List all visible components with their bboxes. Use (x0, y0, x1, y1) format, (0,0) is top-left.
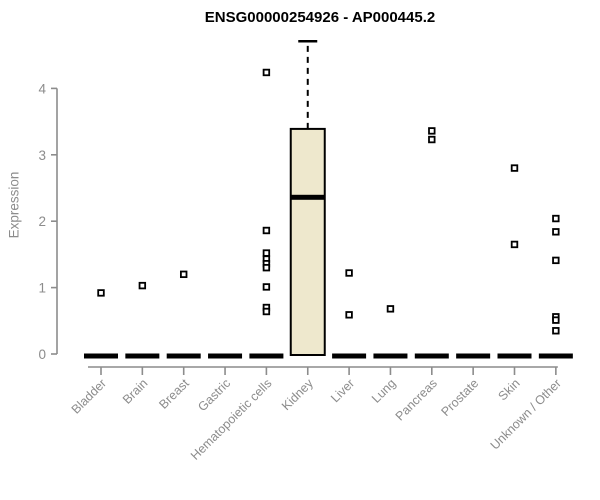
x-tick-label: Liver (328, 376, 357, 405)
x-tick-label: Hematopoietic cells (188, 376, 275, 463)
outlier-point (97, 289, 105, 297)
collapsed-box (497, 353, 532, 359)
x-tick-label: Kidney (279, 376, 316, 413)
collapsed-box (249, 353, 284, 359)
outlier-point (345, 269, 353, 277)
outlier-point (138, 281, 147, 290)
outlier-point (262, 283, 271, 291)
outlier-point (262, 307, 271, 316)
x-tick-label: Brain (120, 376, 151, 407)
y-tick-label: 1 (38, 281, 46, 296)
collapsed-box (456, 353, 491, 359)
x-tick-label: Lung (369, 376, 399, 406)
collapsed-box (125, 353, 160, 359)
outlier-point (510, 164, 519, 172)
collapsed-box (414, 353, 449, 359)
outlier-point (262, 263, 271, 272)
outlier-point (262, 249, 271, 257)
x-tick-label: Gastric (195, 376, 233, 414)
y-tick-label: 4 (38, 81, 46, 96)
y-tick-label: 3 (38, 148, 46, 163)
box (289, 127, 326, 356)
collapsed-box (332, 353, 367, 359)
collapsed-box (166, 353, 201, 359)
outlier-point (552, 228, 560, 236)
x-tick-label: Breast (156, 376, 192, 412)
outlier-point (510, 240, 519, 249)
x-tick-label: Bladder (69, 376, 109, 416)
x-tick-label: Prostate (438, 376, 481, 419)
outlier-point (552, 256, 560, 265)
outlier-point (552, 316, 560, 324)
outlier-point (262, 68, 271, 77)
chart-title: ENSG00000254926 - AP000445.2 (204, 9, 436, 26)
outlier-point (179, 270, 188, 279)
y-tick-label: 2 (38, 214, 46, 229)
outlier-point (262, 226, 271, 235)
collapsed-box (84, 353, 118, 359)
x-tick-label: Pancreas (393, 376, 440, 423)
y-axis-label: Expression (6, 171, 22, 239)
x-tick-label: Skin (496, 376, 523, 403)
outlier-point (386, 305, 395, 313)
outlier-point (552, 214, 560, 223)
outlier-point (428, 127, 436, 135)
outlier-point (345, 311, 353, 319)
outlier-point (552, 327, 560, 335)
collapsed-box (538, 353, 573, 359)
median-line (290, 194, 325, 200)
y-tick-label: 0 (38, 347, 46, 362)
collapsed-box (208, 353, 243, 359)
collapsed-box (373, 353, 408, 359)
x-tick-label: Unknown / Other (488, 376, 564, 452)
outlier-point (428, 135, 436, 144)
